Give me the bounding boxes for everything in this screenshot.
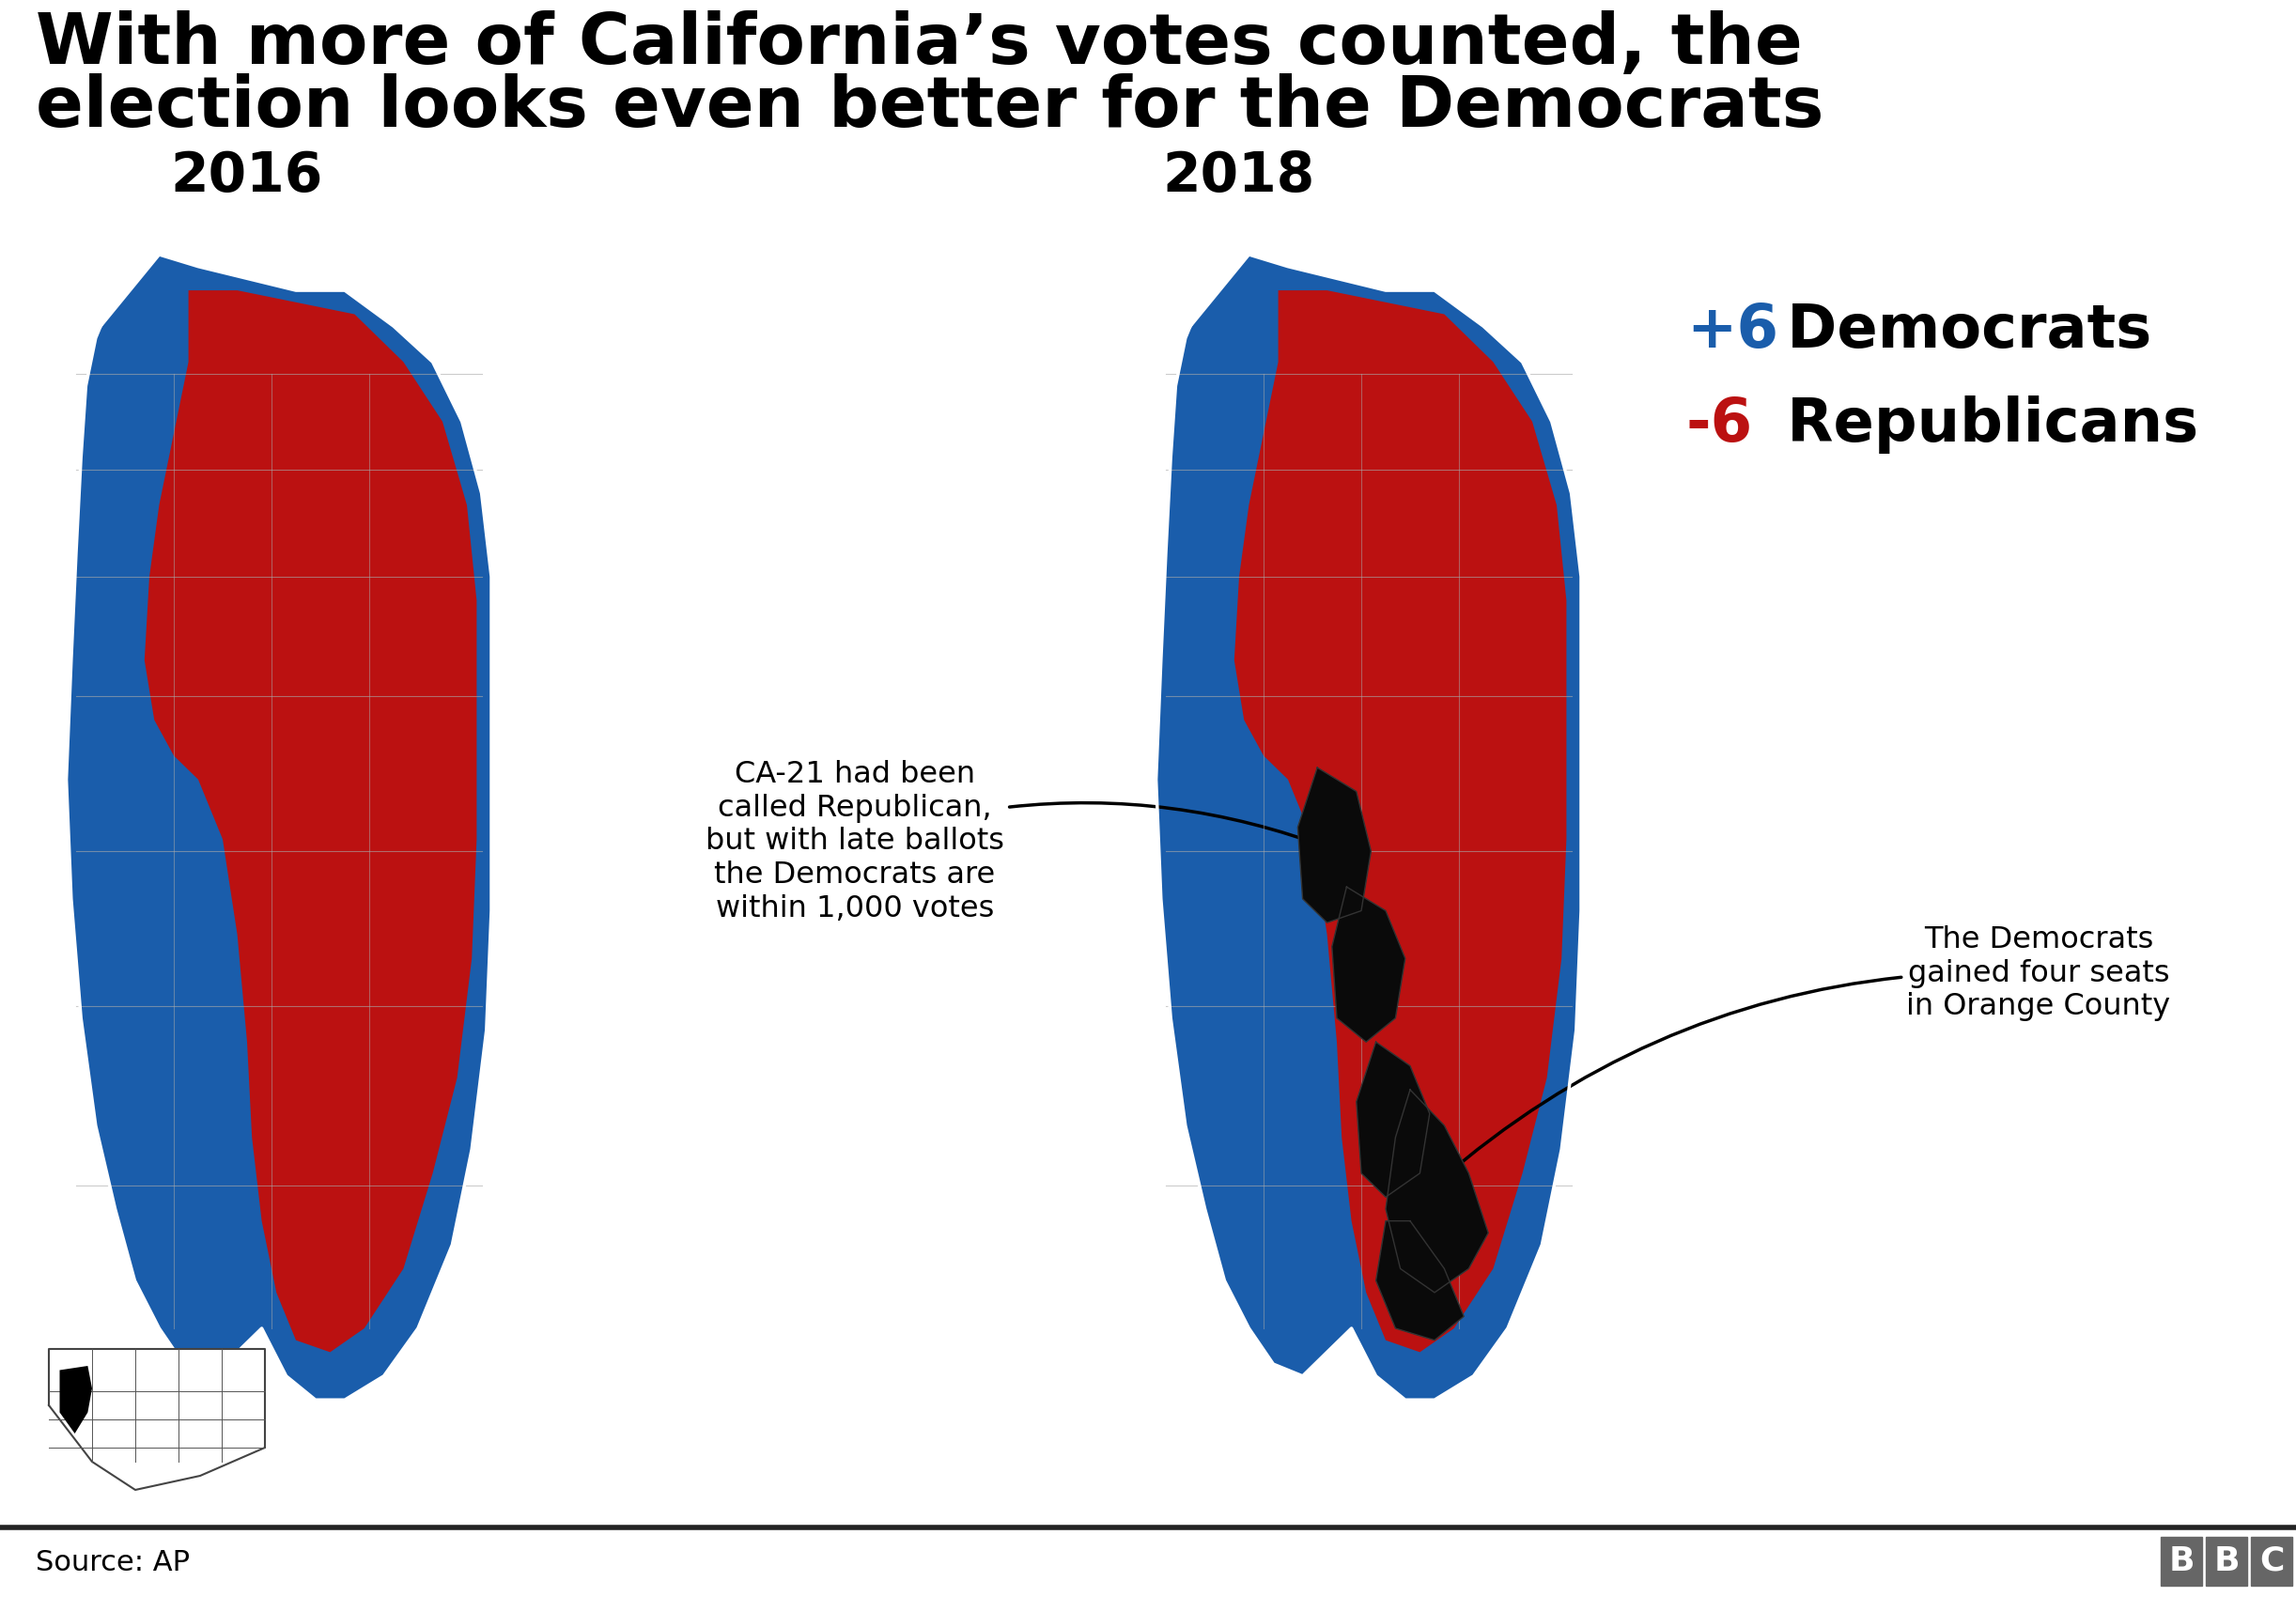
Polygon shape <box>60 1365 92 1433</box>
Polygon shape <box>1332 887 1405 1041</box>
Polygon shape <box>1235 290 1566 1352</box>
Text: -6: -6 <box>1685 395 1754 453</box>
Text: B: B <box>2213 1546 2239 1577</box>
Text: +6: +6 <box>1685 301 1779 359</box>
Polygon shape <box>67 255 491 1399</box>
Polygon shape <box>1157 255 1582 1399</box>
Polygon shape <box>1357 1041 1430 1198</box>
Text: Republicans: Republicans <box>1766 395 2197 453</box>
Text: 2016: 2016 <box>170 150 324 203</box>
Text: Source: AP: Source: AP <box>37 1549 191 1577</box>
Polygon shape <box>1375 1220 1465 1340</box>
FancyBboxPatch shape <box>2206 1536 2248 1586</box>
Text: election looks even better for the Democrats: election looks even better for the Democ… <box>37 73 1823 142</box>
FancyBboxPatch shape <box>2161 1536 2202 1586</box>
Polygon shape <box>48 1349 264 1489</box>
FancyBboxPatch shape <box>2250 1536 2291 1586</box>
Text: The Democrats
gained four seats
in Orange County: The Democrats gained four seats in Orang… <box>1440 925 2170 1182</box>
Polygon shape <box>1387 1090 1488 1293</box>
Text: C: C <box>2259 1546 2285 1577</box>
Text: CA-21 had been
called Republican,
but with late ballots
the Democrats are
within: CA-21 had been called Republican, but wi… <box>705 759 1332 924</box>
Polygon shape <box>1297 767 1371 922</box>
Text: B: B <box>2167 1546 2195 1577</box>
Text: With more of California’s votes counted, the: With more of California’s votes counted,… <box>37 10 1802 79</box>
Text: 2018: 2018 <box>1162 150 1316 203</box>
Polygon shape <box>145 290 478 1352</box>
Text: Democrats: Democrats <box>1766 301 2151 359</box>
